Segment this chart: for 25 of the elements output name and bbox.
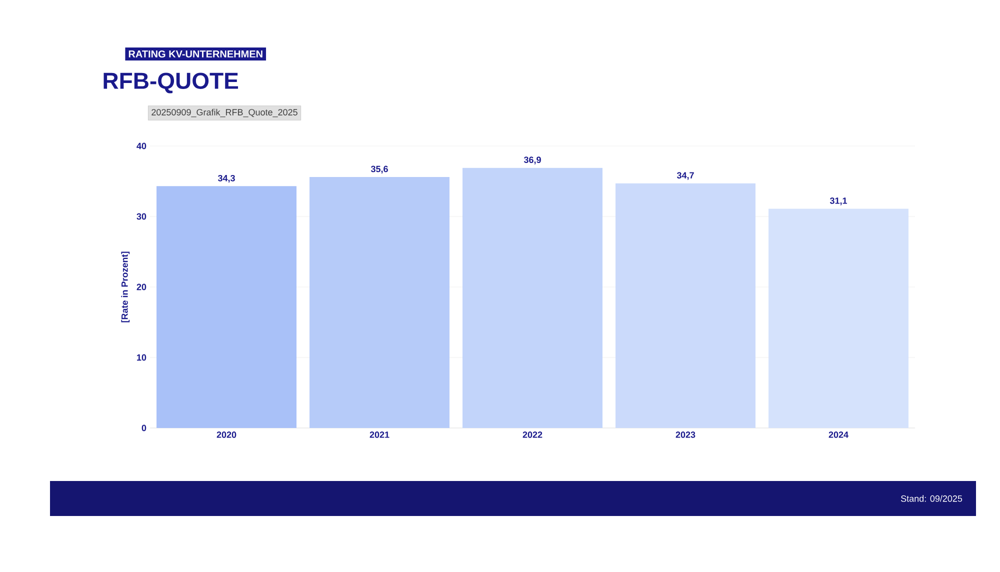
y-tick-label: 20 [136, 284, 146, 290]
text: Stand: 09/2025 [900, 495, 962, 502]
bar [616, 183, 756, 428]
y-tick-label: 10 [137, 354, 146, 361]
y-axis-title: [Rate in Prozent] [121, 252, 130, 322]
text: 20250909_Grafik_RFB_Quote_2025 [152, 108, 298, 118]
chart-title: RFB-QUOTE [104, 72, 238, 94]
data-label: 35,6 [370, 166, 388, 174]
bar [768, 208, 909, 428]
data-label: 31,1 [830, 198, 848, 206]
chart-subtitle: RATING KV-UNTERNEHMEN [128, 50, 262, 58]
y-tick-label: 40 [136, 142, 146, 150]
x-tick-label: 2022 [522, 432, 542, 438]
data-label: 36,9 [524, 156, 541, 164]
bar [156, 186, 297, 428]
data-label: 34,3 [218, 174, 235, 183]
bar [462, 168, 603, 428]
y-tick-label: 0 [142, 424, 146, 432]
x-tick-label: 2024 [828, 432, 848, 438]
data-label: 34,7 [676, 172, 694, 180]
x-tick-label: 2023 [676, 432, 696, 438]
y-tick-label: 30 [136, 213, 146, 220]
x-tick-label: 2021 [370, 432, 390, 438]
x-tick-label: 2020 [216, 432, 236, 438]
bar [310, 177, 450, 428]
